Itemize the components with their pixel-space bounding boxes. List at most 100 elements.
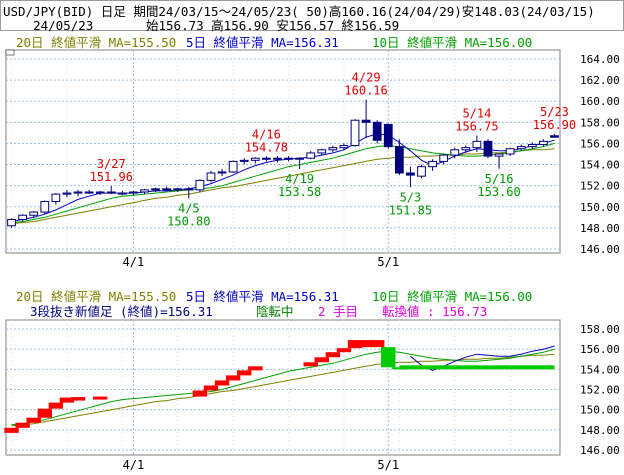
candle <box>162 186 172 191</box>
upper-legend-ma20: 20日 終値平滑 MA=155.50 <box>16 35 176 50</box>
upper-y-tick: 160.00 <box>580 95 620 108</box>
candle <box>439 154 449 165</box>
upper-y-tick: 146.00 <box>580 243 620 256</box>
candle <box>339 143 349 150</box>
candle-body <box>450 149 460 156</box>
lower-y-tick: 146.00 <box>580 444 620 457</box>
candle <box>406 166 415 188</box>
axis-labels: 164.00 162.00 160.00 158.00 156.00 154.00 152.… <box>123 53 620 472</box>
candlesticks <box>7 99 559 228</box>
candle <box>483 139 493 159</box>
candle-body <box>95 191 105 194</box>
brick-up <box>203 385 219 391</box>
candle-body <box>461 147 471 151</box>
candle-body <box>383 123 393 148</box>
annotation-low-date: 4/19 <box>285 172 314 186</box>
candle-body <box>117 192 127 195</box>
candle <box>317 148 327 156</box>
annotation-high-value: 154.78 <box>245 140 288 154</box>
brick-up <box>4 427 19 433</box>
candle-body <box>339 145 349 149</box>
candle <box>527 142 537 149</box>
candle <box>461 145 471 153</box>
candle <box>361 99 371 139</box>
candle-body <box>527 144 537 148</box>
lower-ma10-line <box>11 348 555 426</box>
candle <box>151 187 160 192</box>
lower-frame <box>5 319 561 456</box>
lower-legend-ma5: 5日 終値平滑 MA=156.31 <box>186 289 339 304</box>
candle-body <box>350 119 360 147</box>
lower-y-tick: 148.00 <box>580 424 620 437</box>
candle-body <box>162 188 172 191</box>
annotation-high-date: 3/27 <box>97 157 126 171</box>
candle <box>206 170 216 183</box>
candle <box>450 147 460 159</box>
candle-body <box>550 135 559 138</box>
candle <box>394 139 404 176</box>
upper-y-tick: 150.00 <box>580 201 620 214</box>
candle <box>18 214 27 222</box>
upper-legend-ma5: 5日 終値平滑 MA=156.31 <box>186 35 339 50</box>
lower-moving-averages <box>11 345 555 427</box>
lower-y-tick: 154.00 <box>580 363 620 376</box>
brick-up <box>303 362 318 367</box>
candle <box>295 157 304 169</box>
lower-ma20-line <box>11 353 555 427</box>
candle-body <box>129 191 138 194</box>
annotation-high-value: 160.16 <box>344 84 387 98</box>
upper-y-tick: 158.00 <box>580 116 620 129</box>
candle <box>284 156 293 162</box>
candle-body <box>195 179 205 191</box>
candle <box>195 179 205 192</box>
upper-y-tick: 148.00 <box>580 222 620 235</box>
candle-body <box>18 214 27 220</box>
candle-body <box>173 188 183 191</box>
brick-up <box>26 417 41 423</box>
candle-body <box>516 146 526 150</box>
candle-body <box>483 140 493 157</box>
candle <box>350 119 360 147</box>
newhigh-count: 2 手目 <box>318 304 358 319</box>
candle <box>51 193 61 205</box>
candle <box>117 190 127 196</box>
brick-up <box>214 380 230 386</box>
candle <box>95 190 105 196</box>
reversal-band <box>399 365 555 370</box>
upper-y-tick: 156.00 <box>580 137 620 150</box>
annotation-low-date: 5/3 <box>400 190 422 204</box>
brick-up <box>325 352 341 358</box>
upper-x-tick: 4/1 <box>123 255 145 269</box>
candle <box>550 133 559 138</box>
candle <box>494 153 504 169</box>
brick-up <box>15 422 30 428</box>
annotation-high-value: 151.96 <box>90 170 133 184</box>
candle-body <box>250 157 260 161</box>
candle <box>472 135 482 152</box>
candle-body <box>62 192 72 195</box>
upper-legend-ma10: 10日 終値平滑 MA=156.00 <box>372 35 532 50</box>
candle-body <box>317 149 327 154</box>
lower-ma-legend: 20日 終値平滑 MA=155.50 5日 終値平滑 MA=156.31 10日 終… <box>16 289 532 304</box>
annotation-high-date: 5/23 <box>540 105 569 119</box>
candle-body <box>239 159 249 162</box>
chart-header: USD/JPY(BID) 日足 期間24/03/15～24/05/23( 50)… <box>0 0 624 33</box>
newhigh-label: 3段抜き新値足 (終値)=156.31 <box>30 304 213 319</box>
annotation-low-date: 5/16 <box>485 172 514 186</box>
candle <box>428 159 437 171</box>
candle <box>84 189 94 195</box>
upper-ma20-line <box>11 148 555 225</box>
brick-up <box>225 375 241 381</box>
brick-up <box>369 340 385 348</box>
brick-up <box>59 397 75 403</box>
lower-x-tick: 5/1 <box>377 458 399 472</box>
candle-body <box>494 153 504 157</box>
candle <box>306 150 316 160</box>
candle-body <box>372 121 382 141</box>
annotation-high-value: 156.75 <box>455 120 498 134</box>
upper-grid <box>5 49 561 254</box>
candle <box>239 158 249 165</box>
annotation-low-value: 153.58 <box>278 185 321 199</box>
newhigh-reversal: 転換値 : 156.73 <box>382 304 487 319</box>
